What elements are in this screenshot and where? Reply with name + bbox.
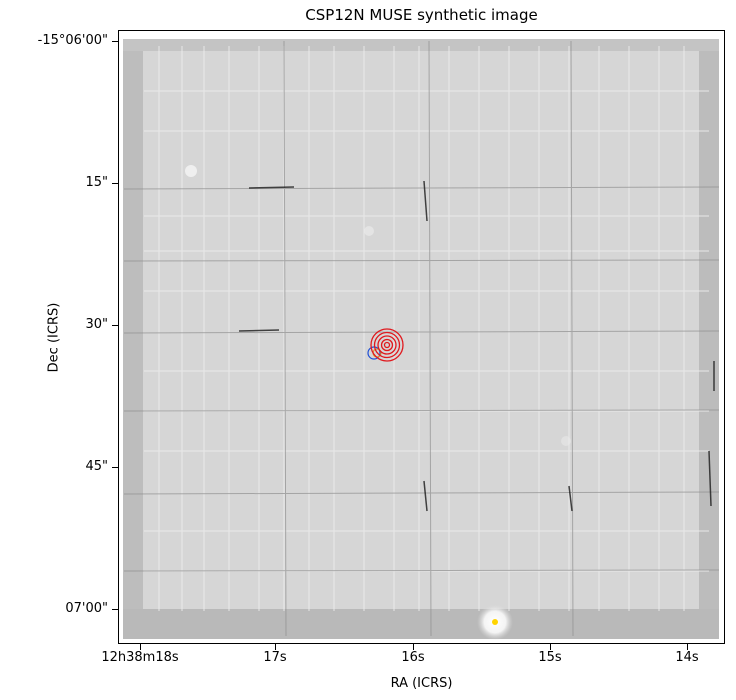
x-axis-label: RA (ICRS) xyxy=(390,676,453,691)
x-tick xyxy=(687,644,688,650)
y-tick-label: 15" xyxy=(85,175,108,190)
plot-title: CSP12N MUSE synthetic image xyxy=(305,6,538,24)
x-tick xyxy=(413,644,414,650)
y-tick-label: 45" xyxy=(85,459,108,474)
y-tick-label: -15°06'00" xyxy=(37,33,108,48)
y-tick-label: 07'00" xyxy=(65,601,108,616)
y-tick xyxy=(112,183,118,184)
x-tick xyxy=(550,644,551,650)
x-tick xyxy=(140,644,141,650)
faint-source xyxy=(364,226,374,236)
blue-circle xyxy=(367,346,381,360)
y-tick xyxy=(112,41,118,42)
y-tick xyxy=(112,609,118,610)
y-axis-label: Dec (ICRS) xyxy=(46,302,62,373)
y-tick xyxy=(112,325,118,326)
red-circle xyxy=(373,331,401,359)
x-tick-label: 12h38m18s xyxy=(101,650,179,665)
x-tick xyxy=(275,644,276,650)
target-marker xyxy=(367,328,404,362)
red-circle xyxy=(383,341,391,349)
faint-source xyxy=(561,436,571,446)
y-tick xyxy=(112,467,118,468)
x-tick-label: 16s xyxy=(401,650,425,665)
red-circle xyxy=(377,335,397,355)
x-tick-label: 15s xyxy=(538,650,562,665)
faint-source xyxy=(185,165,197,177)
x-tick-label: 14s xyxy=(675,650,699,665)
red-circle xyxy=(370,328,404,362)
image-panel xyxy=(118,30,725,644)
yellow-marker xyxy=(492,619,498,625)
red-circle xyxy=(380,338,394,352)
muse-image xyxy=(119,31,724,643)
x-tick-label: 17s xyxy=(263,650,287,665)
y-tick-label: 30" xyxy=(85,317,108,332)
